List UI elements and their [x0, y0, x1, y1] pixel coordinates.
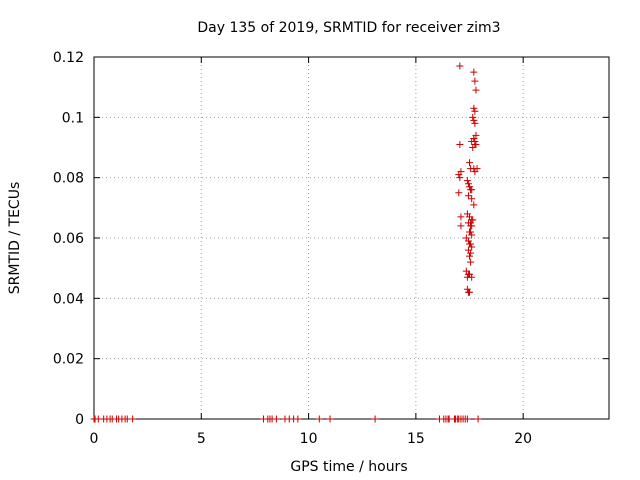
data-point [473, 165, 481, 173]
data-point [326, 415, 334, 423]
x-tick-label: 20 [514, 431, 532, 447]
data-point [470, 68, 478, 76]
chart-title: Day 135 of 2019, SRMTID for receiver zim… [197, 20, 500, 36]
x-tick-label: 10 [300, 431, 318, 447]
data-point [457, 168, 465, 176]
data-point [315, 415, 323, 423]
data-point [471, 107, 479, 115]
data-point [466, 252, 474, 260]
data-point [470, 116, 478, 124]
y-tick-label: 0.02 [53, 352, 84, 368]
data-point [467, 240, 475, 248]
x-axis-label: GPS time / hours [290, 459, 407, 475]
data-point [457, 222, 465, 230]
data-point [472, 86, 480, 94]
x-tick-label: 0 [90, 431, 99, 447]
data-point [464, 288, 472, 296]
y-axis-label: SRMTID / TECUs [7, 182, 23, 295]
data-point [471, 119, 479, 127]
data-point [474, 415, 482, 423]
data-point [467, 228, 475, 236]
data-point [469, 113, 477, 121]
data-point [272, 415, 280, 423]
data-point [468, 222, 476, 230]
y-tick-label: 0.08 [53, 171, 84, 187]
y-tick-label: 0.1 [62, 110, 84, 126]
data-point [467, 258, 475, 266]
grid-lines [94, 57, 609, 419]
x-tick-label: 5 [197, 431, 206, 447]
y-tick-label: 0.12 [53, 50, 84, 66]
data-point [470, 201, 478, 209]
data-point [463, 415, 471, 423]
y-tick-label: 0.04 [53, 291, 84, 307]
data-point [129, 415, 137, 423]
data-point [463, 177, 471, 185]
data-point [455, 189, 463, 197]
y-tick-label: 0.06 [53, 231, 84, 247]
data-point [468, 195, 476, 203]
y-tick-label: 0 [75, 412, 84, 428]
data-point [464, 192, 472, 200]
data-point [456, 140, 464, 148]
data-point [294, 415, 302, 423]
data-point [467, 249, 475, 257]
data-point [466, 159, 474, 167]
data-points [90, 62, 482, 423]
data-point [471, 77, 479, 85]
data-point [468, 231, 476, 239]
x-tick-label: 15 [407, 431, 425, 447]
data-point [468, 273, 476, 281]
data-point [469, 216, 477, 224]
data-point [457, 213, 465, 221]
data-point [468, 186, 476, 194]
data-point [471, 137, 479, 145]
data-point [470, 104, 478, 112]
axis-ticks: 0 5 10 15 20 0 0.02 0.04 0.06 0.08 0.1 0.12 [53, 50, 609, 447]
data-point [469, 144, 477, 151]
data-point [371, 415, 379, 423]
data-point [472, 140, 480, 148]
data-point [468, 243, 476, 251]
plot-area [93, 56, 610, 420]
data-point [470, 134, 478, 142]
data-point [456, 62, 464, 70]
data-point [456, 174, 464, 182]
data-point [464, 180, 472, 188]
